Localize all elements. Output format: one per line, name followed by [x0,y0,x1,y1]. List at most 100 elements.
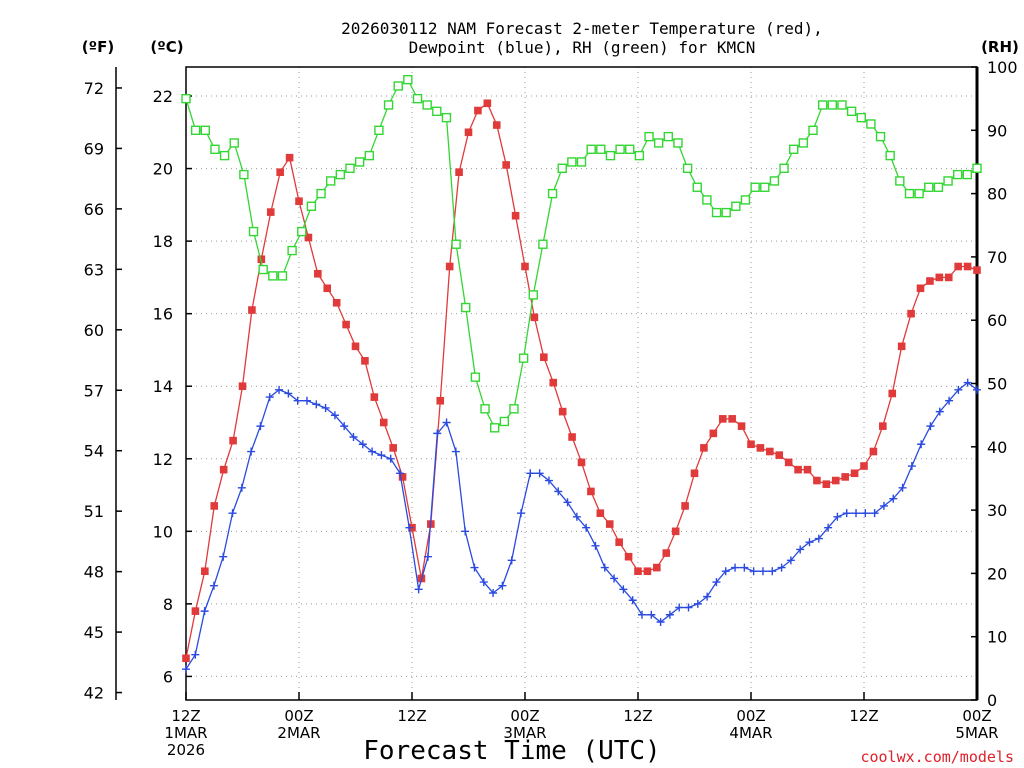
dewpoint-point [582,523,591,532]
temperature-point [502,161,510,169]
celsius-tick-label: 14 [153,377,173,396]
temperature-point [257,255,266,264]
x-tick-label: 5MAR [955,724,998,742]
x-tick-label: 00Z [284,707,313,725]
celsius-unit-label: (ºC) [150,38,183,56]
x-tick-label: 00Z [510,707,539,725]
rh-point [750,182,760,192]
rh-point [837,100,847,110]
rh-point [489,423,500,433]
rh-point [615,144,625,154]
dewpoint-point [758,567,767,576]
temperature-point [276,168,284,176]
celsius-tick-label: 12 [153,450,173,469]
rh-point [403,74,413,85]
rh-point [808,125,818,136]
rh-point [576,157,587,167]
temperature-point [963,262,972,271]
rh-point [731,201,741,211]
dewpoint-point [786,556,795,565]
dewpoint-point [451,447,460,456]
rh-point [316,188,326,199]
dewpoint-point [358,440,367,449]
dewpoint-point [898,483,907,492]
rh-point [779,163,789,173]
rh-point [692,182,702,192]
celsius-tick-label: 10 [153,522,173,541]
chart-title-line-1: 2026030112 NAM Forecast 2-meter Temperat… [341,19,823,38]
rh-point [190,125,201,136]
dewpoint-point [470,563,479,572]
rh-point [451,239,461,249]
temperature-point [521,262,529,271]
rh-point [702,195,712,205]
rh-point [258,264,268,275]
temperature-point [831,476,840,485]
temperature-point [596,509,605,517]
dewpoint-point [182,665,190,674]
fahrenheit-tick-label: 69 [84,139,104,158]
rh-tick-label: 80 [987,185,1007,204]
temperature-point [361,357,369,365]
temperature-point [182,654,190,663]
dewpoint-point [247,447,256,456]
dewpoint-point [824,523,833,532]
temperature-point [794,465,802,474]
rh-tick-label: 70 [987,248,1007,267]
temperature-point [492,121,501,129]
dewpoint-point [917,440,926,449]
dewpoint-point [563,498,572,507]
rh-point [586,144,596,154]
rh-tick-label: 60 [987,311,1007,330]
rh-point [335,169,346,180]
temperature-point [379,418,388,427]
fahrenheit-tick-label: 45 [84,623,104,642]
dewpoint-point [526,469,535,478]
celsius-tick-label: 20 [153,160,173,179]
temperature-series [182,99,981,663]
temperature-point [483,99,492,108]
temperature-point [210,502,219,510]
dewpoint-point [275,385,284,394]
x-tick-label: 12Z [623,707,652,725]
temperature-point [671,527,680,536]
fahrenheit-tick-label: 48 [84,563,104,582]
rh-series [181,74,982,433]
x-tick-label: 4MAR [729,724,772,742]
rh-point [943,176,953,186]
temperature-point [219,465,228,474]
x-axis-label: Forecast Time (UTC) [363,736,660,766]
temperature-point [813,476,821,485]
temperature-point [314,269,322,278]
temperature-point [897,342,906,351]
rh-point [528,290,538,300]
rh-point [827,100,838,110]
dewpoint-point [349,433,358,442]
dewpoint-point [703,592,712,601]
dewpoint-point [256,422,265,431]
dewpoint-point [200,607,209,616]
dewpoint-point [684,603,693,612]
dewpoint-point [963,378,972,387]
dewpoint-point [945,396,954,405]
rh-point [953,169,963,180]
dewpoint-line [185,381,978,670]
rh-point [721,207,731,218]
dewpoint-point [572,512,581,521]
rh-point [181,93,191,104]
temperature-point [709,429,718,438]
fahrenheit-tick-label: 60 [84,321,104,340]
rh-point [885,150,895,161]
temperature-point [775,451,784,459]
dewpoint-point [414,585,423,594]
dewpoint-point [498,581,507,590]
rh-point [345,163,355,173]
x-tick-label: 12Z [849,707,878,725]
dewpoint-point [544,476,553,485]
temperature-point [907,309,915,318]
celsius-tick-label: 16 [153,305,173,324]
rh-point [817,100,828,110]
temperature-point [784,458,793,467]
rh-point [596,144,606,154]
temperature-point [201,567,209,576]
